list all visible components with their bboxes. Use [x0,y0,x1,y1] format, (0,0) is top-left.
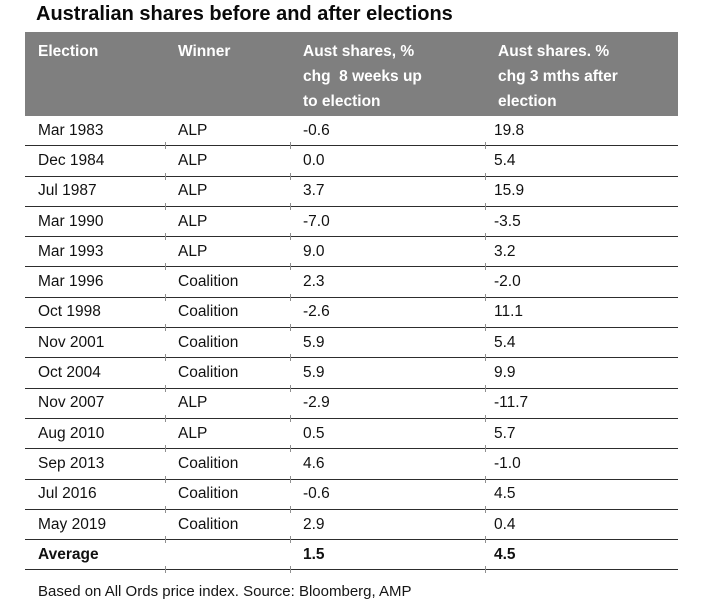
before-cell: 2.9 [290,510,485,544]
average-before: 1.5 [290,540,485,574]
before-cell: -2.6 [290,298,485,332]
table-row: Oct 1998 Coalition -2.6 11.1 [25,298,678,332]
election-cell: Nov 2007 [38,394,105,412]
after-cell: 15.9 [485,177,678,211]
before-cell: 3.7 [290,177,485,211]
winner-cell: ALP [165,237,290,271]
average-label: Average [38,545,99,563]
column-header-winner: Winner [178,43,231,60]
elections-table: Election Winner Aust shares, % chg 8 wee… [25,32,678,574]
source-note: Based on All Ords price index. Source: B… [38,583,412,600]
table-row: Dec 1984 ALP 0.0 5.4 [25,146,678,180]
table-body: Mar 1983 ALP -0.6 19.8 Dec 1984 ALP 0.0 … [25,116,678,544]
table-row: Jul 2016 Coalition -0.6 4.5 [25,480,678,514]
winner-cell: ALP [165,207,290,241]
column-header-shares-after: Aust shares. % chg 3 mths after election [498,43,618,110]
before-cell: 5.9 [290,328,485,362]
table-row: Aug 2010 ALP 0.5 5.7 [25,419,678,453]
election-cell: Aug 2010 [38,424,105,442]
winner-cell: ALP [165,389,290,423]
before-cell: 0.0 [290,146,485,180]
election-cell: Sep 2013 [38,454,105,472]
election-cell: Jul 2016 [38,485,97,503]
table-row: Mar 1996 Coalition 2.3 -2.0 [25,267,678,302]
winner-cell: Coalition [165,480,290,514]
table-header-row: Election Winner Aust shares, % chg 8 wee… [25,32,678,116]
winner-cell: Coalition [165,298,290,332]
winner-cell: ALP [165,146,290,180]
winner-cell: Coalition [165,510,290,544]
election-cell: May 2019 [38,515,107,533]
election-cell: Jul 1987 [38,182,97,200]
election-cell: Mar 1996 [38,273,104,291]
table-row: Mar 1983 ALP -0.6 19.8 [25,116,678,150]
table-row: Nov 2007 ALP -2.9 -11.7 [25,389,678,423]
table-row: Sep 2013 Coalition 4.6 -1.0 [25,449,678,483]
winner-cell: ALP [165,419,290,453]
after-cell: -3.5 [485,207,678,241]
table-row: Mar 1990 ALP -7.0 -3.5 [25,207,678,241]
table-row: Jul 1987 ALP 3.7 15.9 [25,177,678,211]
election-cell: Mar 1983 [38,121,104,139]
election-cell: Oct 2004 [38,364,101,382]
table-row: Nov 2001 Coalition 5.9 5.4 [25,328,678,362]
election-cell: Mar 1990 [38,212,104,230]
winner-cell: ALP [165,116,290,150]
page-title: Australian shares before and after elect… [36,3,453,25]
winner-cell: Coalition [165,267,290,302]
average-after: 4.5 [485,540,678,574]
table-row: Oct 2004 Coalition 5.9 9.9 [25,358,678,393]
before-cell: 4.6 [290,449,485,483]
before-cell: -0.6 [290,116,485,150]
winner-cell: Coalition [165,358,290,393]
election-cell: Nov 2001 [38,333,105,351]
before-cell: -2.9 [290,389,485,423]
table-row: Mar 1993 ALP 9.0 3.2 [25,237,678,271]
after-cell: 11.1 [485,298,678,332]
column-header-election: Election [38,43,99,60]
before-cell: 2.3 [290,267,485,302]
election-cell: Mar 1993 [38,242,104,260]
column-header-shares-before: Aust shares, % chg 8 weeks up to electio… [303,43,422,110]
before-cell: -0.6 [290,480,485,514]
after-cell: 19.8 [485,116,678,150]
after-cell: -1.0 [485,449,678,483]
before-cell: 5.9 [290,358,485,393]
average-winner-cell [165,540,290,574]
winner-cell: ALP [165,177,290,211]
before-cell: 9.0 [290,237,485,271]
after-cell: -11.7 [485,389,678,423]
after-cell: 5.7 [485,419,678,453]
election-cell: Dec 1984 [38,151,105,169]
after-cell: 5.4 [485,146,678,180]
after-cell: -2.0 [485,267,678,302]
after-cell: 4.5 [485,480,678,514]
average-row: Average 1.5 4.5 [25,540,678,574]
after-cell: 9.9 [485,358,678,393]
election-cell: Oct 1998 [38,303,101,321]
after-cell: 3.2 [485,237,678,271]
table-row: May 2019 Coalition 2.9 0.4 [25,510,678,544]
before-cell: 0.5 [290,419,485,453]
before-cell: -7.0 [290,207,485,241]
after-cell: 0.4 [485,510,678,544]
after-cell: 5.4 [485,328,678,362]
winner-cell: Coalition [165,449,290,483]
winner-cell: Coalition [165,328,290,362]
